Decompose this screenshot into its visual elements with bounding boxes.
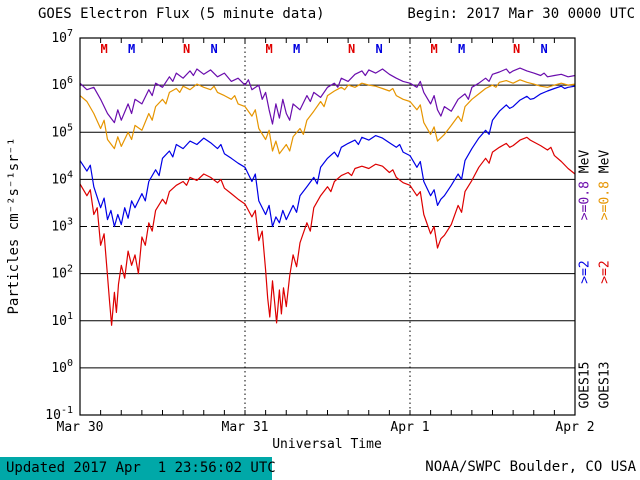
series-line-goes13-ge2 xyxy=(79,136,576,326)
y-tick-label: 107 xyxy=(51,28,73,46)
satellite-local-midnight-marker: M xyxy=(128,42,135,56)
series-line-goes15-ge08 xyxy=(79,67,576,125)
satellite-local-midnight-marker: M xyxy=(265,42,272,56)
legend-col1-satellite-label: GOES15 xyxy=(577,361,593,409)
y-tick-label: 102 xyxy=(51,264,73,282)
legend-col2-threshold-high-label: >=0.8 xyxy=(597,181,613,221)
begin-time-label: Begin: 2017 Mar 30 0000 UTC xyxy=(407,6,635,22)
y-tick-label: 10-1 xyxy=(45,405,73,423)
y-tick-label: 103 xyxy=(51,217,73,235)
legend-col2-satellite-label: GOES13 xyxy=(597,361,613,409)
updated-timestamp: Updated 2017 Apr 1 23:56:02 UTC xyxy=(0,457,276,480)
satellite-local-midnight-marker: M xyxy=(293,42,300,56)
y-tick-label: 105 xyxy=(51,122,73,140)
legend-col1-threshold-high-label: >=0.8 xyxy=(577,181,593,221)
legend-col1-energy-low: >=2 xyxy=(578,260,593,283)
legend-col2-energy-low: >=2 xyxy=(598,260,613,283)
legend-col2-threshold-low-label: >=2 xyxy=(597,260,613,284)
legend-col2-energy-high: >=0.8 MeV xyxy=(598,150,613,220)
satellite-local-noon-marker: N xyxy=(183,42,190,56)
x-tick-label: Mar 31 xyxy=(222,420,269,435)
satellite-local-noon-marker: N xyxy=(513,42,520,56)
satellite-local-midnight-marker: M xyxy=(100,42,107,56)
satellite-local-midnight-marker: M xyxy=(430,42,437,56)
chart-title: GOES Electron Flux (5 minute data) xyxy=(38,6,325,22)
satellite-local-midnight-marker: M xyxy=(458,42,465,56)
legend-col1-unit-label: MeV xyxy=(577,149,593,174)
satellite-local-noon-marker: N xyxy=(210,42,217,56)
legend-col2-unit-label: MeV xyxy=(597,149,613,174)
y-tick-label: 104 xyxy=(51,169,73,187)
x-tick-label: Mar 30 xyxy=(57,420,104,435)
satellite-local-noon-marker: N xyxy=(348,42,355,56)
x-tick-label: Apr 2 xyxy=(555,420,594,435)
y-tick-label: 106 xyxy=(51,75,73,93)
legend-col1-energy-high: >=0.8 MeV xyxy=(578,150,593,220)
series-line-goes15-ge2 xyxy=(79,85,576,228)
y-tick-label: 100 xyxy=(51,358,73,376)
x-axis-title: Universal Time xyxy=(272,437,382,452)
satellite-local-noon-marker: N xyxy=(375,42,382,56)
satellite-local-noon-marker: N xyxy=(540,42,547,56)
y-tick-label: 101 xyxy=(51,311,73,329)
series-line-goes13-ge08 xyxy=(79,79,576,155)
legend-col1-threshold-low-label: >=2 xyxy=(577,260,593,284)
credit-label: NOAA/SWPC Boulder, CO USA xyxy=(425,459,636,475)
plot-border xyxy=(79,37,576,416)
x-tick-label: Apr 1 xyxy=(390,420,429,435)
